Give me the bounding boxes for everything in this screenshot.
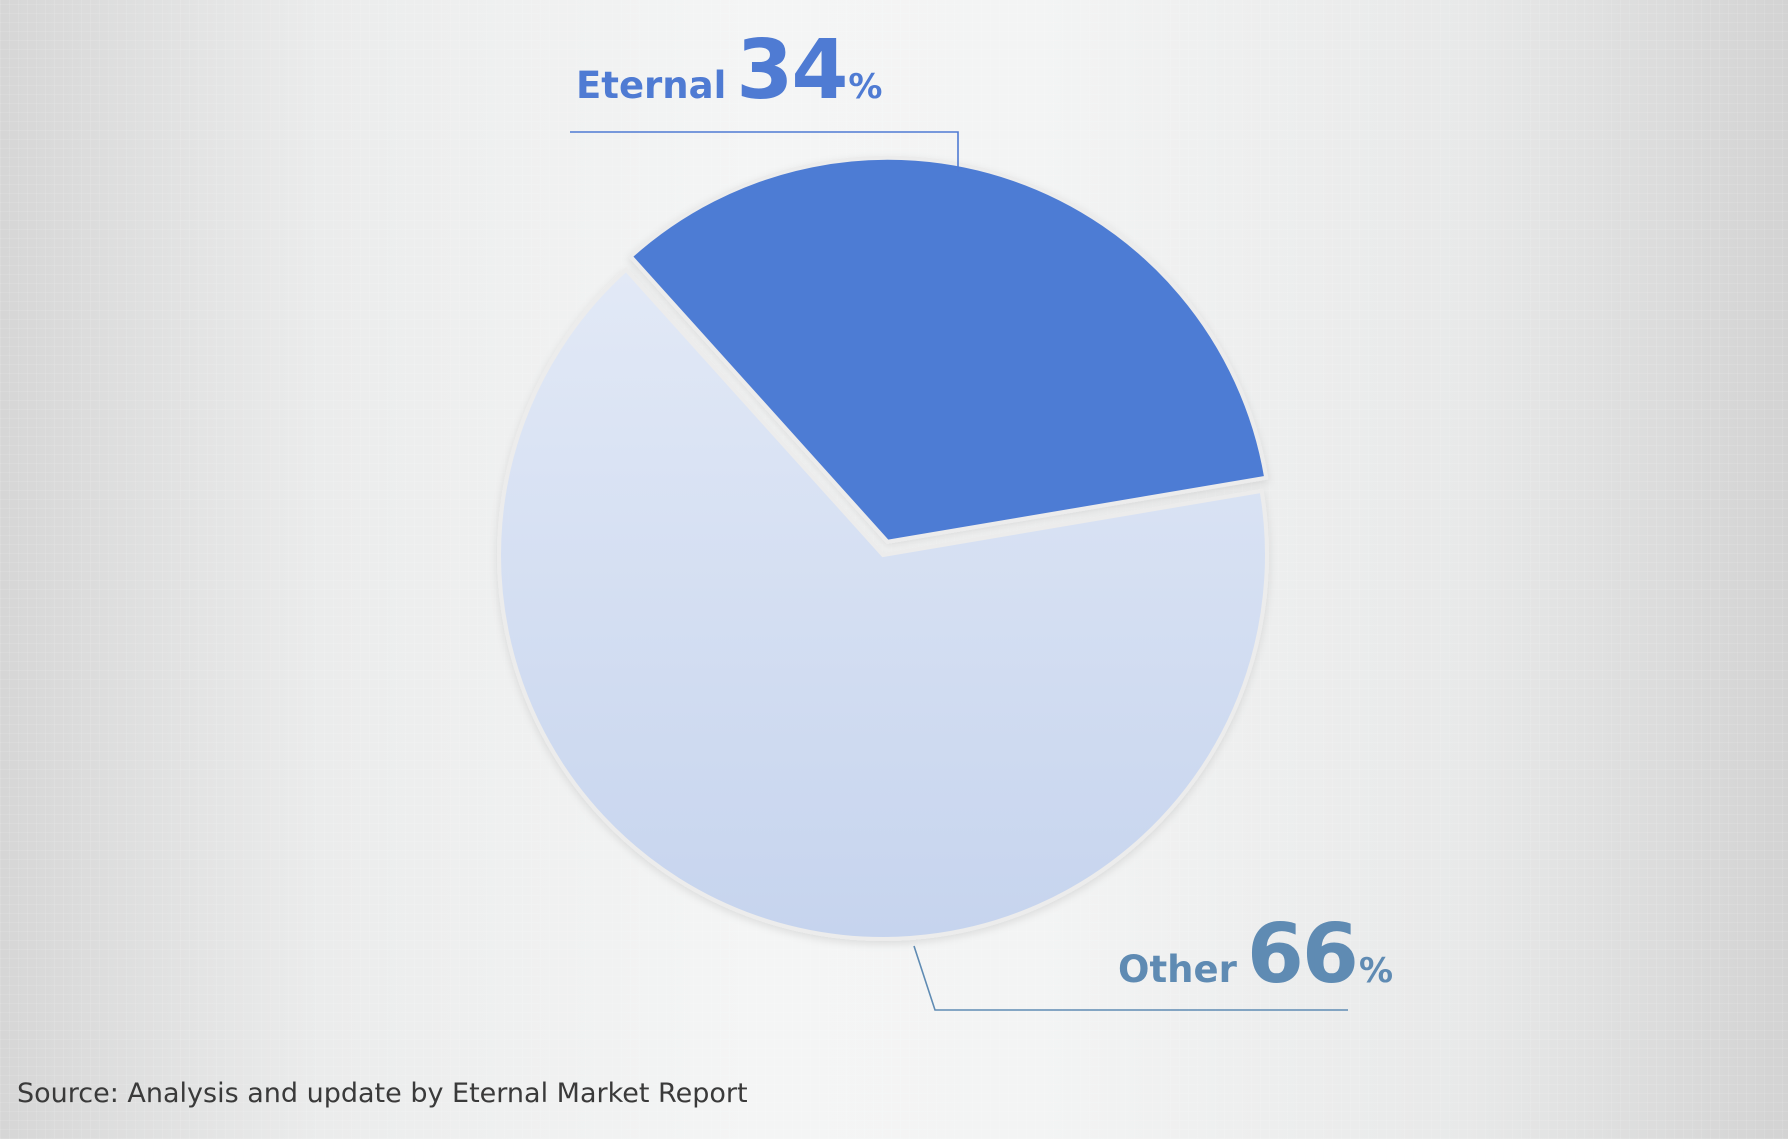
slice-label-eternal: Eternal 34% (576, 30, 883, 112)
slice-unit-other: % (1358, 951, 1394, 991)
slice-value-other: 66 (1246, 907, 1359, 1002)
slice-value-eternal: 34 (736, 23, 848, 118)
leader-line-other (913, 945, 1348, 1011)
slice-category-eternal: Eternal (576, 64, 727, 107)
leader-line-eternal (570, 131, 959, 172)
pie-slice-other (497, 266, 1269, 941)
slice-category-other: Other (1118, 948, 1237, 991)
source-note: Source: Analysis and update by Eternal M… (17, 1078, 748, 1109)
slice-unit-eternal: % (848, 67, 883, 107)
pie-slice-eternal (627, 155, 1269, 544)
slice-label-other: Other 66% (1118, 914, 1393, 996)
